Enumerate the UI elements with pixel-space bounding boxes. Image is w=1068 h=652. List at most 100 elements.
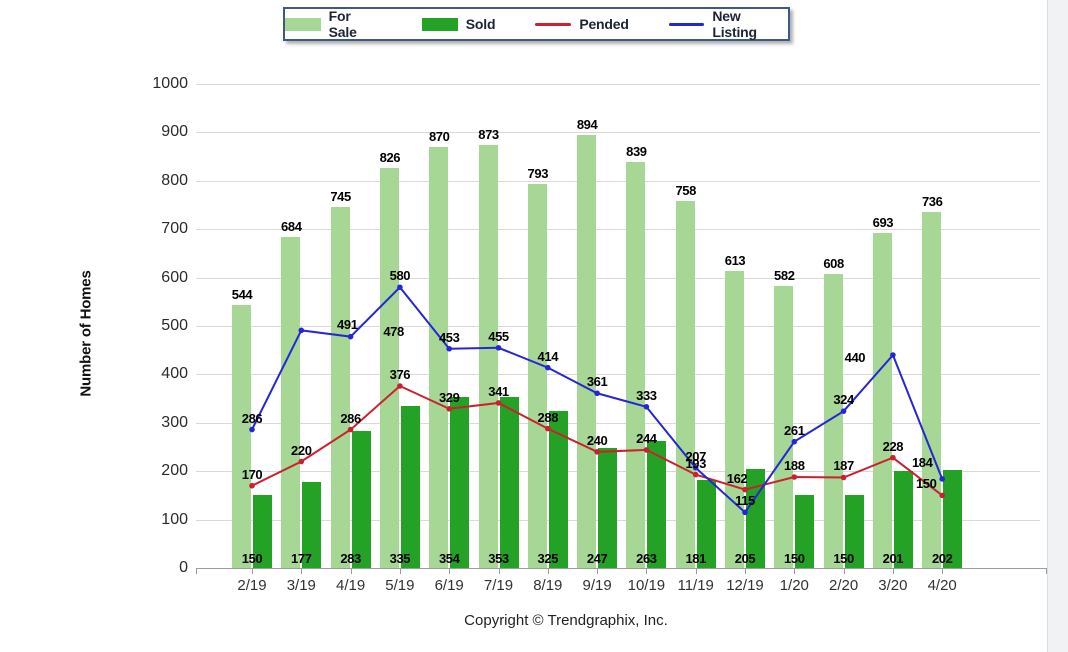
point-marker-pended — [742, 486, 748, 493]
x-tick-label: 5/19 — [385, 577, 415, 594]
legend-label-sold: Sold — [465, 16, 496, 32]
line-label-pended: 188 — [784, 458, 805, 473]
copyright-text: Copyright © Trendgraphix, Inc. — [464, 612, 668, 629]
x-axis-tick — [350, 568, 352, 574]
y-tick-label: 700 — [161, 220, 188, 238]
bar-label-for-sale: 826 — [379, 150, 401, 166]
legend-label-for-sale: For Sale — [328, 8, 357, 40]
point-marker-pended — [939, 492, 945, 499]
bar-sold — [548, 410, 568, 568]
bar-sold — [351, 431, 371, 568]
grid-line — [196, 326, 1040, 327]
bar-label-for-sale: 613 — [724, 253, 746, 269]
line-label-pended: 150 — [915, 476, 937, 492]
x-tick-label: 4/20 — [927, 577, 957, 594]
point-marker-pended — [594, 449, 600, 455]
line-label-pended: 244 — [636, 430, 657, 446]
legend-pended-swatch-icon — [535, 22, 572, 26]
grid-line — [196, 132, 1040, 134]
bar-label-sold: 150 — [241, 551, 263, 566]
bar-label-sold: 353 — [488, 551, 509, 566]
bar-for-sale — [527, 184, 547, 568]
x-axis-tick — [843, 568, 845, 574]
line-label-pended: 376 — [389, 367, 411, 383]
point-marker-new-listing — [791, 438, 798, 445]
legend-item-new-listing: New Listing — [668, 8, 788, 40]
point-marker-new-listing — [939, 476, 945, 482]
legend-new-listing-swatch-icon — [668, 22, 705, 26]
line-label-new-listing: 361 — [586, 374, 608, 390]
point-marker-new-listing — [840, 408, 847, 414]
point-marker-pended — [643, 447, 650, 453]
bar-label-for-sale: 873 — [478, 127, 499, 143]
bar-sold — [795, 495, 815, 568]
line-label-pended: 187 — [833, 458, 854, 474]
y-tick-label: 500 — [161, 317, 188, 334]
y-tick-label: 600 — [161, 268, 188, 286]
x-tick-label: 3/20 — [878, 577, 908, 594]
grid-line — [196, 180, 1040, 182]
bar-label-sold: 247 — [586, 551, 608, 566]
bar-for-sale — [823, 273, 843, 568]
bar-label-sold: 205 — [734, 551, 756, 566]
line-label-pended: 170 — [241, 466, 263, 482]
legend-item-sold: Sold — [421, 16, 496, 32]
bar-for-sale — [774, 286, 794, 568]
point-marker-pended — [791, 474, 798, 480]
x-axis-tick — [498, 568, 500, 574]
grid-line — [196, 84, 1040, 85]
line-label-pended: 228 — [882, 438, 904, 454]
bar-label-for-sale: 608 — [823, 255, 844, 271]
legend-for-sale-swatch-icon — [285, 17, 321, 31]
x-axis-tick — [449, 568, 451, 574]
y-tick-label: 200 — [161, 462, 188, 480]
point-marker-pended — [545, 425, 551, 432]
bar-for-sale — [478, 145, 498, 568]
point-marker-new-listing — [545, 364, 551, 371]
bar-label-sold: 177 — [291, 551, 312, 566]
bar-label-sold: 150 — [833, 551, 854, 566]
bar-label-sold: 283 — [340, 551, 361, 566]
bar-for-sale — [379, 168, 399, 568]
x-axis-line — [196, 568, 1048, 569]
bar-for-sale — [232, 304, 251, 568]
y-tick-label: 300 — [161, 413, 188, 431]
bar-label-for-sale: 870 — [428, 128, 450, 144]
bar-label-for-sale: 582 — [774, 268, 795, 284]
bar-sold — [400, 405, 420, 568]
line-label-pended: 162 — [726, 470, 748, 486]
point-marker-new-listing — [347, 333, 354, 340]
line-label-pended: 341 — [488, 383, 509, 399]
bar-label-sold: 202 — [931, 551, 953, 566]
point-marker-new-listing — [742, 509, 748, 516]
bar-label-for-sale: 839 — [626, 143, 647, 159]
bar-label-for-sale: 793 — [527, 166, 549, 182]
x-axis-tick — [1046, 568, 1047, 574]
bar-label-sold: 335 — [389, 551, 411, 566]
line-label-new-listing: 184 — [911, 454, 933, 470]
point-marker-new-listing — [446, 345, 453, 352]
bar-sold — [598, 448, 618, 568]
grid-line — [196, 277, 1040, 279]
bar-sold — [253, 495, 272, 568]
bar-for-sale — [725, 271, 744, 568]
x-axis-tick — [745, 568, 746, 574]
line-label-new-listing: 207 — [685, 448, 706, 464]
x-tick-label: 8/19 — [533, 577, 563, 594]
bar-for-sale — [675, 201, 695, 568]
grid-line — [196, 519, 1040, 521]
x-tick-label: 11/19 — [677, 577, 714, 594]
line-label-pended: 288 — [537, 409, 559, 425]
point-marker-pended — [890, 454, 896, 461]
x-axis-tick — [399, 568, 401, 574]
y-tick-label: 900 — [161, 123, 188, 141]
y-tick-label: 100 — [161, 510, 188, 528]
bar-label-sold: 325 — [537, 551, 559, 566]
point-marker-pended — [840, 474, 847, 481]
line-label-new-listing: 491 — [337, 317, 358, 333]
line-label-new-listing: 478 — [383, 323, 404, 339]
point-marker-new-listing — [692, 465, 699, 471]
bar-sold — [844, 495, 864, 568]
